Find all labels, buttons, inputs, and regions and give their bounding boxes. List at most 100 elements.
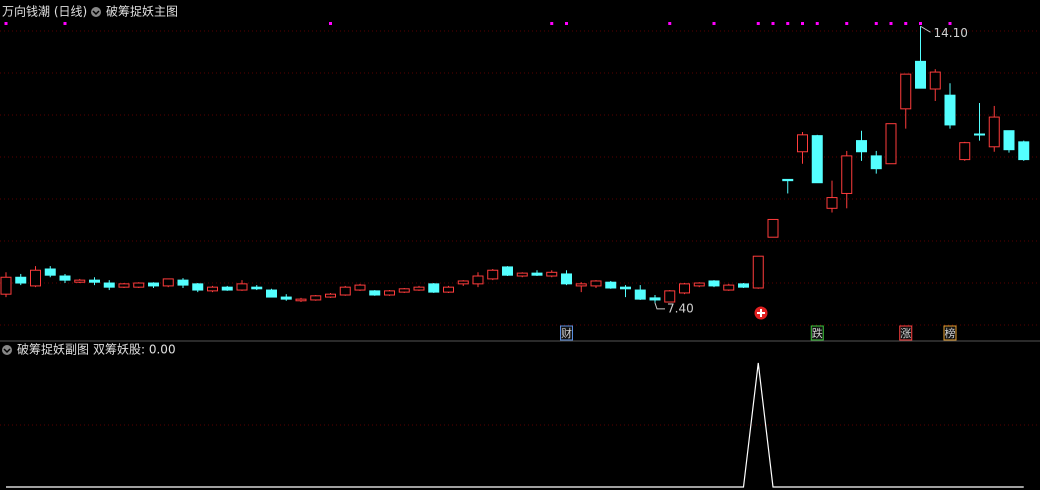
candle-body [944, 94, 956, 126]
candle-body [118, 283, 130, 288]
menu-icon[interactable] [2, 345, 12, 355]
candle-body [738, 283, 749, 288]
candle-body [0, 276, 12, 295]
high-pointer [920, 25, 931, 33]
candle-body [516, 272, 528, 277]
candle-body [502, 266, 513, 276]
signal-dot [815, 22, 819, 25]
candle-body [472, 275, 484, 285]
indicator-title: 破筹捉妖主图 [106, 4, 178, 19]
candle-body [575, 283, 587, 287]
candle-body [192, 283, 204, 291]
candle-body [398, 288, 410, 293]
candle-body [988, 116, 1000, 148]
candle-body [89, 279, 100, 283]
signal-dot [904, 22, 908, 25]
candle-body [546, 271, 558, 277]
candle-body [797, 134, 808, 153]
candle-body [413, 286, 425, 291]
candle-body [634, 289, 646, 300]
candle-body [974, 133, 985, 136]
event-badge [810, 325, 824, 341]
sub-title: 破筹捉妖副图 [17, 342, 89, 357]
candle-body [30, 269, 41, 287]
event-label: 榜 [945, 326, 956, 340]
candle-body [354, 284, 366, 291]
menu-icon[interactable] [91, 7, 101, 17]
signal-dot [919, 22, 922, 25]
candle-body [236, 283, 248, 291]
menu-icon-chevron [3, 348, 11, 354]
signal-dot [874, 22, 878, 25]
signal-dot [4, 22, 8, 25]
signal-dot [668, 22, 672, 25]
indicator-line [6, 362, 1024, 488]
candle-body [679, 283, 690, 294]
candle-body [428, 283, 440, 293]
candle-body [561, 273, 572, 285]
signal-dot [329, 22, 332, 25]
candle-body [162, 278, 174, 287]
signal-dot [801, 22, 804, 25]
candle-body [310, 295, 322, 301]
candle-body [251, 286, 263, 290]
candle-body [369, 290, 381, 296]
candle-body [620, 286, 631, 290]
candle-body [1018, 141, 1030, 161]
candle-body [74, 279, 86, 283]
candle-body [693, 282, 705, 287]
menu-icon-chevron [92, 10, 100, 16]
event-badge [560, 325, 573, 341]
candle-body [708, 280, 720, 287]
signal-dot [550, 22, 554, 25]
event-label: 跌 [812, 326, 823, 340]
candle-body [782, 178, 794, 182]
signal-dot [889, 22, 893, 25]
high-label: 14.10 [934, 26, 968, 40]
signal-dot [756, 22, 760, 25]
candle-body [339, 286, 351, 296]
signal-dot [712, 22, 716, 25]
signal-dot [786, 22, 790, 25]
candle-body [915, 60, 926, 89]
candle-body [826, 197, 838, 209]
candle-body [900, 73, 912, 110]
sub-indicator-value: 双筹妖股: 0.00 [93, 343, 176, 357]
candle-body [664, 290, 676, 303]
low-label: 7.40 [667, 301, 694, 315]
chart-title: 万向钱潮 (日线) [2, 4, 87, 19]
candle-body [487, 269, 499, 280]
event-badge [899, 325, 913, 341]
candle-body [723, 284, 735, 291]
candle-body [103, 282, 115, 288]
signal-dot [845, 22, 849, 25]
candle-body [856, 140, 867, 153]
candle-body [59, 275, 71, 281]
candle-body [767, 218, 779, 238]
candle-body [457, 280, 469, 285]
candle-body [870, 155, 882, 170]
candle-body [221, 286, 233, 291]
buy-icon-plus [757, 309, 765, 317]
candle-body [266, 289, 277, 298]
candle-body [325, 293, 336, 298]
candle-body [295, 298, 307, 302]
candle-body [207, 286, 218, 292]
signal-dot [565, 22, 568, 25]
candle-body [443, 286, 454, 293]
candle-body [811, 135, 823, 184]
candle-body [590, 280, 602, 287]
candle-body [752, 255, 764, 289]
event-label: 财 [561, 326, 572, 340]
candle-body [280, 296, 292, 300]
low-pointer [654, 302, 665, 310]
candle-body [531, 272, 543, 276]
candle-body [649, 297, 661, 301]
candle-body [841, 155, 853, 194]
candle-body [133, 282, 145, 288]
event-badge [943, 325, 957, 341]
candle-body [959, 142, 971, 161]
candle-body [384, 290, 395, 296]
